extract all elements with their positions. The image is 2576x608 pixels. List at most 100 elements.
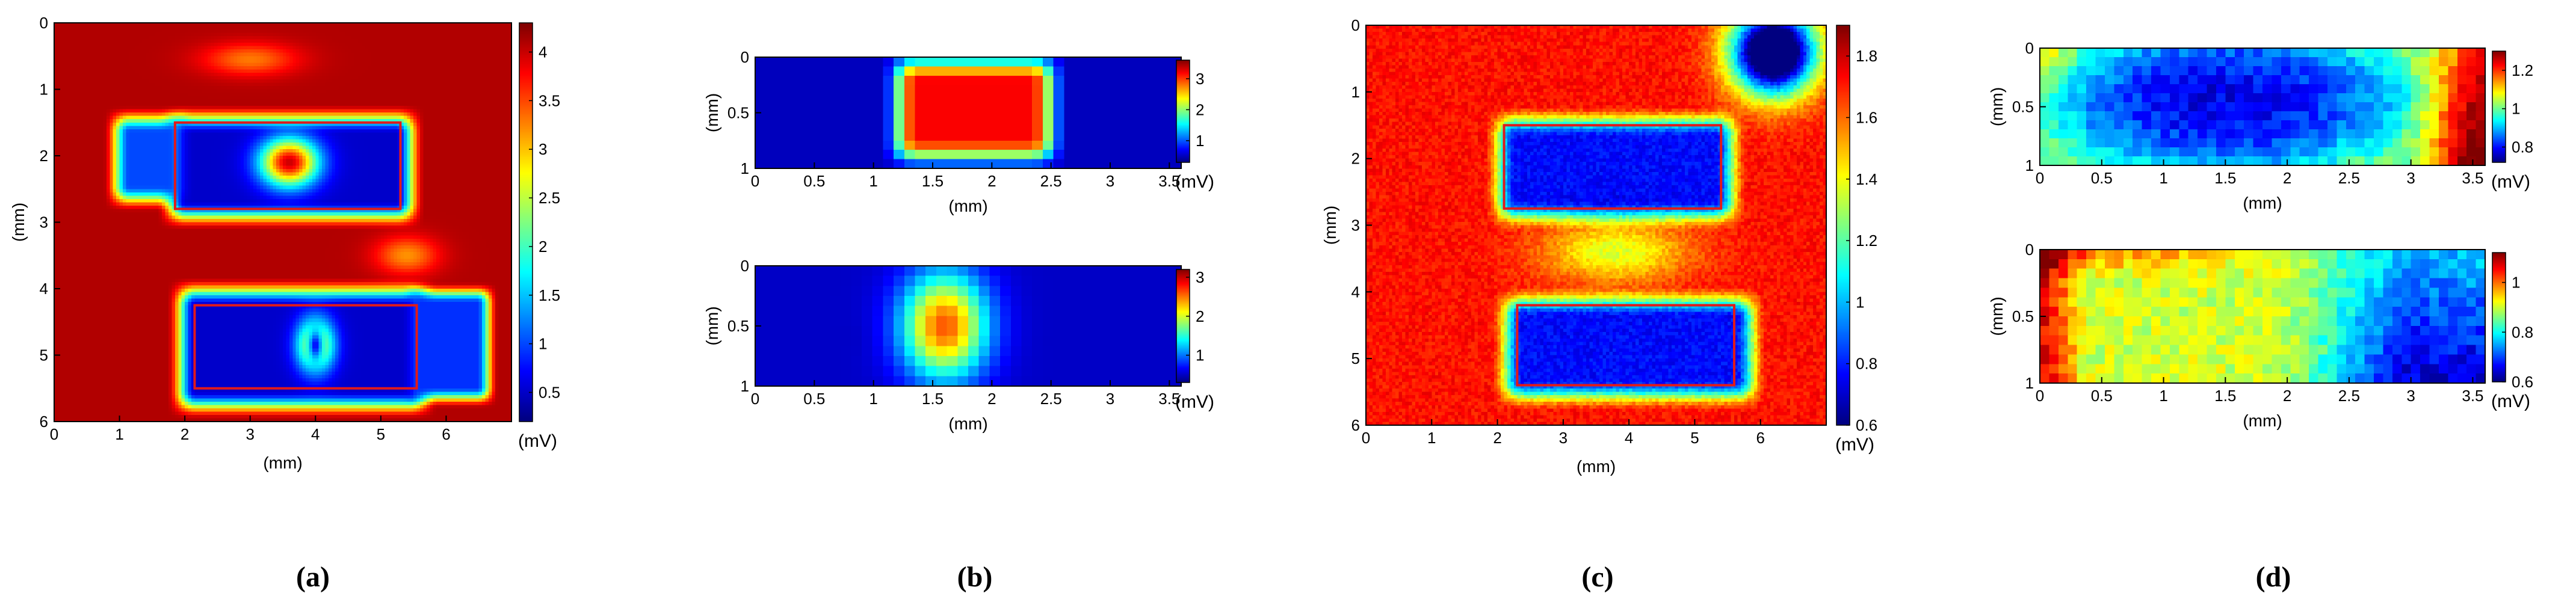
colorbar-gradient bbox=[1836, 25, 1850, 425]
x-tick-label: 2 bbox=[2283, 387, 2291, 405]
colorbar-a: 0.5 1 1.5 2 2.5 3 3.5 4 (mV) bbox=[518, 22, 560, 451]
colorbar-unit-label: (mV) bbox=[2491, 392, 2530, 411]
x-tick-label: 0 bbox=[1362, 429, 1370, 447]
x-tick-label: 0 bbox=[751, 390, 759, 408]
colorbar-frame bbox=[2492, 51, 2506, 163]
y-axis-label: (mm) bbox=[1988, 87, 2006, 126]
y-tick-label: 0.5 bbox=[2012, 307, 2034, 325]
x-tick-label: 2 bbox=[1493, 429, 1501, 447]
colorbar-tick-label: 1 bbox=[1196, 132, 1204, 150]
colorbar-tick-label: 2 bbox=[539, 238, 547, 256]
colorbar-tick-label: 1.2 bbox=[1856, 232, 1877, 250]
y-tick-label: 6 bbox=[1351, 416, 1360, 434]
y-tick-label: 0 bbox=[2025, 39, 2034, 57]
y-tick-label: 0 bbox=[741, 257, 749, 275]
panel-label-c: (c) bbox=[1581, 561, 1613, 593]
x-tick-label: 3.5 bbox=[2462, 169, 2483, 187]
x-tick-label: 1.5 bbox=[2214, 387, 2236, 405]
colorbar-tick-label: 0.6 bbox=[1856, 416, 1877, 434]
colorbar-gradient bbox=[2492, 253, 2506, 382]
colorbar-tick-label: 1.2 bbox=[2512, 61, 2533, 79]
x-tick-label: 2 bbox=[2283, 169, 2291, 187]
heatmap-panel-c: 0 1 2 3 4 5 60123456(mm)(mm)0.60.811.21.41.61.… bbox=[1321, 16, 1877, 593]
colorbar-frame bbox=[519, 22, 533, 422]
colorbar-frame bbox=[1836, 25, 1850, 426]
colorbar-unit-label: (mV) bbox=[1175, 172, 1214, 192]
colorbar-tick-label: 1 bbox=[539, 335, 547, 353]
heatmap-image-d_top bbox=[2040, 48, 2485, 165]
x-tick-label: 6 bbox=[442, 425, 450, 443]
x-tick-label: 0 bbox=[751, 172, 759, 190]
colorbar-b_top: 1 2 3 (mV) bbox=[1175, 60, 1214, 192]
x-tick-label: 5 bbox=[1690, 429, 1699, 447]
colorbar-frame bbox=[2492, 252, 2506, 382]
roi-box-2 bbox=[193, 304, 418, 390]
x-tick-label: 1 bbox=[115, 425, 123, 443]
y-axis-label: (mm) bbox=[9, 203, 28, 242]
heatmap-panel-b_bottom: 0 0.5 1 1.5 2 2.5 3 3.5 0 0.5 1 (mm) (mm) 1 2 3 (mV) (b) bbox=[703, 257, 1214, 593]
y-tick-label: 1 bbox=[2025, 374, 2034, 392]
x-tick-label: 0 bbox=[2036, 387, 2044, 405]
x-tick-label: 1 bbox=[869, 172, 877, 190]
y-tick-label: 0.5 bbox=[2012, 98, 2034, 116]
colorbar-tick-label: 3 bbox=[1196, 70, 1204, 88]
colorbar-unit-label: (mV) bbox=[2491, 172, 2530, 192]
heatmap-panel-b_top: 0 0.5 1 1.5 2 2.5 3 3.5 0 0.5 1 (mm) (mm) 1 2 3 (mV) bbox=[703, 48, 1214, 215]
x-tick-label: 0.5 bbox=[803, 390, 825, 408]
y-tick-label: 1 bbox=[741, 159, 749, 177]
colorbar-unit-label: (mV) bbox=[518, 431, 557, 451]
x-tick-label: 2 bbox=[181, 425, 189, 443]
colorbar-gradient bbox=[519, 23, 533, 422]
x-axis-label: (mm) bbox=[2243, 194, 2282, 212]
x-tick-label: 3 bbox=[1106, 172, 1114, 190]
y-tick-label: 2 bbox=[1351, 150, 1360, 168]
x-tick-label: 0.5 bbox=[803, 172, 825, 190]
y-tick-label: 2 bbox=[40, 147, 48, 165]
y-tick-label: 0 bbox=[40, 14, 48, 32]
x-tick-label: 3.5 bbox=[1158, 172, 1180, 190]
colorbar-tick-label: 3 bbox=[539, 140, 547, 158]
x-tick-label: 3.5 bbox=[2462, 387, 2483, 405]
heatmap-panel-a: 0 1 2 3 4 5 60123456(mm)(mm)0.511.522.533.54(m… bbox=[9, 14, 560, 593]
x-tick-label: 4 bbox=[311, 425, 320, 443]
x-axis-label: (mm) bbox=[948, 197, 987, 215]
panel-label-d: (d) bbox=[2256, 561, 2291, 593]
roi-box-2 bbox=[1516, 304, 1736, 387]
heatmap-panel-d_bottom: 0 0.5 1 1.5 2 2.5 3 3.5 0 0.5 1 (mm) (mm) 0.6 0.8 1 (mV)… bbox=[1988, 241, 2533, 593]
colorbar-tick-label: 2 bbox=[1196, 100, 1204, 118]
x-tick-label: 1.5 bbox=[922, 390, 944, 408]
heatmap-image-b_bottom bbox=[755, 266, 1181, 386]
x-tick-label: 2 bbox=[987, 172, 996, 190]
y-tick-label: 4 bbox=[40, 280, 48, 298]
x-tick-label: 5 bbox=[377, 425, 385, 443]
y-tick-label: 3 bbox=[1351, 216, 1360, 235]
colorbar-d_bottom: 0.6 0.8 1 (mV) bbox=[2491, 252, 2533, 411]
x-tick-label: 3 bbox=[2406, 387, 2415, 405]
colorbar-tick-label: 0.6 bbox=[2512, 373, 2533, 391]
x-tick-label: 2 bbox=[987, 390, 996, 408]
colorbar-unit-label: (mV) bbox=[1175, 392, 1214, 412]
x-tick-label: 3 bbox=[1106, 390, 1114, 408]
x-tick-label: 0.5 bbox=[2091, 169, 2113, 187]
x-tick-label: 2.5 bbox=[2338, 387, 2360, 405]
colorbar-tick-label: 1 bbox=[1196, 346, 1204, 364]
x-tick-label: 2.5 bbox=[2338, 169, 2360, 187]
x-tick-label: 1 bbox=[869, 390, 877, 408]
y-tick-label: 1 bbox=[2025, 156, 2034, 174]
colorbar-tick-label: 1 bbox=[2512, 100, 2520, 118]
colorbar-frame bbox=[1176, 269, 1190, 383]
colorbar-tick-label: 1.4 bbox=[1856, 170, 1877, 188]
colorbar-tick-label: 3 bbox=[1196, 268, 1204, 286]
y-axis-label: (mm) bbox=[1321, 206, 1339, 245]
colorbar-unit-label: (mV) bbox=[1835, 435, 1874, 455]
x-tick-label: 1 bbox=[1427, 429, 1436, 447]
roi-box-1 bbox=[1503, 124, 1723, 210]
x-tick-label: 1 bbox=[2159, 387, 2167, 405]
heatmap-image-a bbox=[54, 23, 511, 422]
panel-label-a: (a) bbox=[296, 561, 330, 593]
x-tick-label: 0.5 bbox=[2091, 387, 2113, 405]
colorbar-tick-label: 0.8 bbox=[1856, 355, 1877, 373]
y-tick-label: 0.5 bbox=[727, 317, 749, 335]
y-tick-label: 0 bbox=[741, 48, 749, 66]
